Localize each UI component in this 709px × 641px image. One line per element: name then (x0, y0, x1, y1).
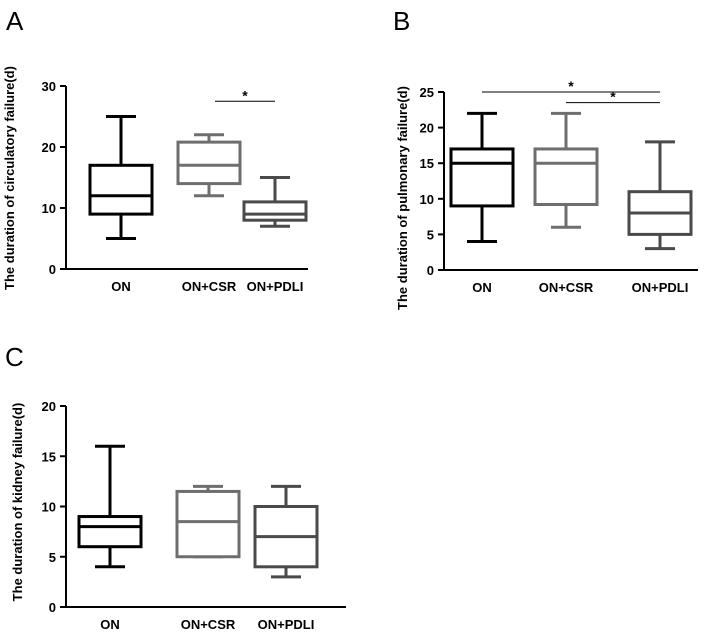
y-tick-label: 15 (42, 449, 56, 464)
box-on (88, 115, 154, 240)
y-axis-label: The duration of pulmonary failure(d) (395, 86, 410, 310)
y-tick-label: 20 (42, 399, 56, 414)
box-on-pdli (242, 176, 308, 228)
x-category-label: ON (111, 279, 131, 294)
panel-letter: A (6, 6, 24, 36)
y-tick-label: 0 (49, 262, 56, 277)
panel-c: C 0 5 10 15 20 The duration of kidney failure(… (5, 342, 346, 632)
box-on-csr (175, 484, 241, 559)
x-category-label: ON+CSR (182, 279, 237, 294)
significance-star: * (610, 89, 616, 105)
iqr-box (242, 200, 308, 222)
y-tick-label: 10 (420, 192, 434, 207)
x-category-label: ON+CSR (539, 280, 594, 295)
box-on-pdli (253, 484, 319, 579)
y-tick-label: 5 (49, 550, 56, 565)
iqr-box (77, 515, 143, 549)
y-tick-label: 0 (49, 600, 56, 615)
x-category-label: ON+CSR (181, 617, 236, 632)
panel-a: A 0 10 20 30 The duration of circulatory fail… (2, 6, 308, 294)
panel-letter: B (393, 6, 410, 36)
panel-b: B 0 5 10 15 20 25 The duration of pulmonary fai… (393, 6, 698, 310)
y-tick-label: 30 (42, 79, 56, 94)
iqr-box (88, 163, 154, 216)
y-axis-label: The duration of kidney failure(d) (10, 403, 25, 602)
y-tick-label: 15 (420, 156, 434, 171)
box-on (449, 111, 515, 244)
y-tick-label: 20 (42, 140, 56, 155)
x-category-label: ON (472, 280, 492, 295)
box-on (77, 444, 143, 569)
x-category-label: ON+PDLI (258, 617, 315, 632)
x-category-label: ON+PDLI (632, 280, 689, 295)
significance-star: * (568, 78, 574, 94)
y-axis-label: The duration of circulatory failure(d) (2, 66, 17, 290)
box-on-pdli (627, 140, 693, 251)
y-tick-label: 25 (420, 85, 434, 100)
y-tick-label: 20 (420, 121, 434, 136)
y-tick-label: 10 (42, 500, 56, 515)
significance-star: * (242, 87, 248, 103)
iqr-box (176, 140, 242, 186)
box-on-csr (533, 111, 599, 229)
y-tick-label: 10 (42, 201, 56, 216)
y-tick-label: 0 (427, 263, 434, 278)
x-category-label: ON (100, 617, 120, 632)
iqr-box (449, 147, 515, 208)
iqr-box (175, 489, 241, 559)
iqr-box (533, 147, 599, 206)
x-category-label: ON+PDLI (247, 279, 304, 294)
y-tick-label: 5 (427, 227, 434, 242)
box-on-csr (176, 133, 242, 198)
panel-letter: C (5, 342, 24, 372)
